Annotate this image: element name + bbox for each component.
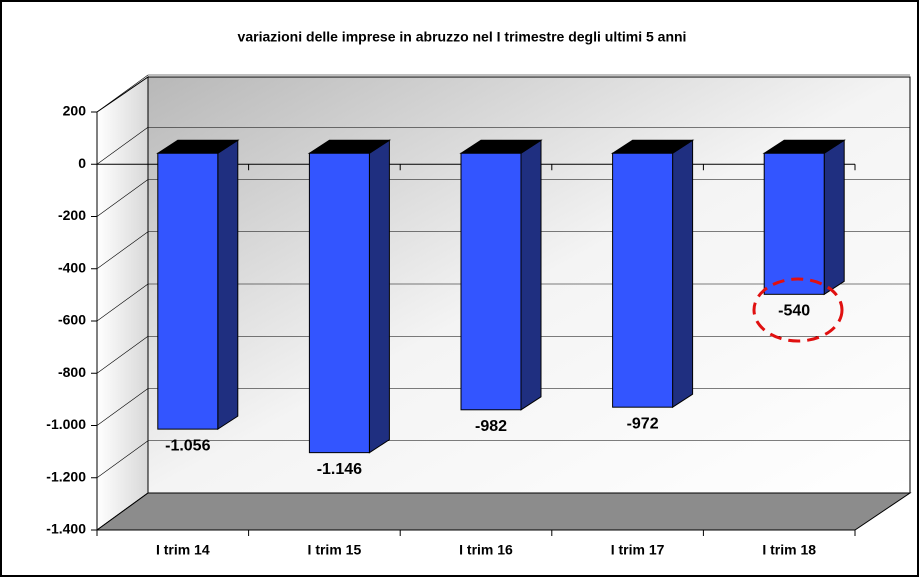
bar (763, 152, 825, 295)
bar-side (368, 139, 390, 454)
x-tick-label: I trim 16 (459, 542, 513, 558)
y-tick-label: 200 (63, 103, 87, 119)
value-label: -1.056 (165, 437, 210, 454)
floor (95, 492, 912, 531)
grid-line (96, 336, 149, 374)
y-tick-label: 0 (78, 155, 86, 171)
bar-side (823, 139, 845, 296)
side-wall (96, 76, 149, 531)
value-label: -982 (475, 418, 507, 435)
value-label: -540 (778, 303, 810, 320)
y-tick-label: -1.200 (46, 468, 86, 484)
grid-line (96, 127, 149, 165)
grid-line (96, 231, 149, 269)
y-tick-label: -200 (58, 207, 86, 223)
y-tick-label: -400 (58, 259, 86, 275)
y-tick-label: -1.000 (46, 416, 86, 432)
grid-line (96, 179, 149, 217)
x-tick-label: I trim 15 (308, 542, 362, 558)
bar (460, 152, 522, 411)
grid-line (96, 388, 149, 426)
grid-line (96, 492, 149, 531)
bar-side (217, 139, 239, 431)
bar-side (520, 139, 542, 411)
chart-title: variazioni delle imprese in abruzzo nel … (238, 29, 687, 45)
x-tick-label: I trim 18 (762, 542, 816, 558)
y-tick-label: -600 (58, 312, 86, 328)
grid-line (96, 283, 149, 322)
x-tick-label: I trim 17 (611, 542, 665, 558)
grid-line (96, 74, 149, 113)
bar (612, 152, 674, 408)
value-label: -972 (627, 415, 659, 432)
bar (157, 152, 219, 430)
value-label: -1.146 (317, 461, 362, 478)
grid-line (96, 440, 149, 478)
bar-side (672, 139, 694, 409)
y-tick-label: -1.400 (46, 521, 86, 537)
highlight-ellipse (752, 277, 844, 343)
y-tick-label: -800 (58, 364, 86, 380)
x-tick-label: I trim 14 (156, 542, 210, 558)
bar (308, 152, 370, 454)
